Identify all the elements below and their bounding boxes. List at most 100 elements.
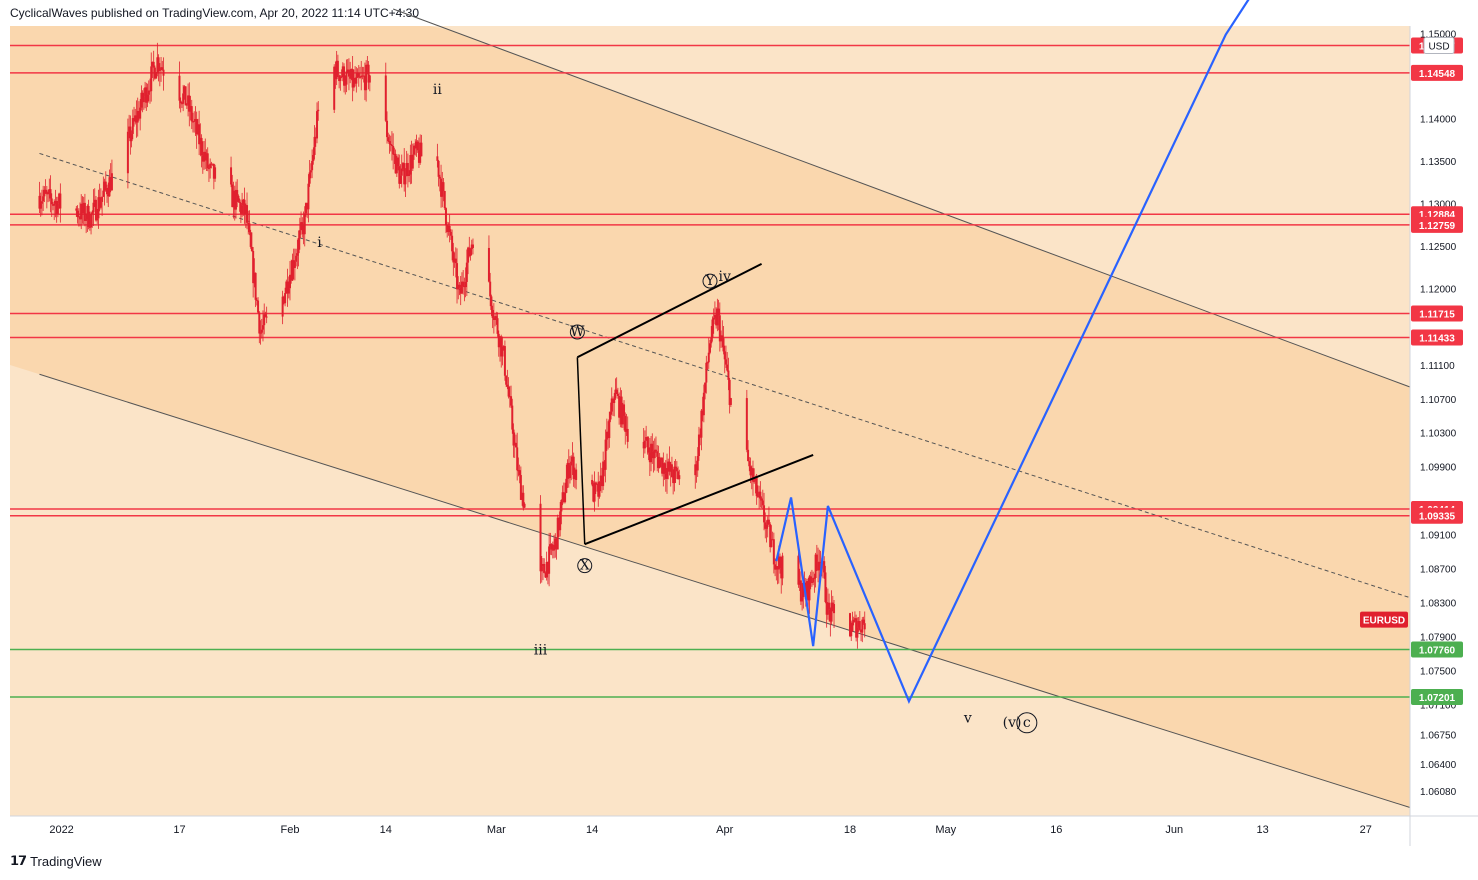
candle-body-281: [516, 447, 519, 471]
candle-body-222: [414, 145, 417, 149]
candle-body-396: [716, 308, 719, 326]
candle-body-322: [596, 483, 599, 485]
projection-path: [775, 0, 1250, 705]
candles-layer: [38, 42, 866, 649]
candle-body-268: [500, 336, 503, 357]
candle-body-101: [206, 153, 209, 169]
candle-body-147: [292, 260, 295, 268]
candle-body-209: [398, 166, 401, 184]
candle-body-19: [76, 210, 79, 218]
candle-body-240: [451, 235, 454, 252]
candle-body-266: [497, 333, 500, 348]
candle-body-34: [94, 199, 97, 221]
candle-body-307: [562, 492, 565, 503]
candle-body-56: [136, 110, 139, 123]
candle-body-359: [656, 451, 659, 457]
candle-body-323: [597, 483, 600, 497]
candle-body-31: [91, 212, 94, 214]
candle-body-273: [506, 384, 509, 387]
candle-body-221: [413, 145, 416, 155]
candle-body-265: [496, 318, 499, 334]
candle-body-274: [507, 386, 510, 397]
price-tag-1: 1.14548: [1419, 69, 1456, 80]
candle-body-59: [140, 92, 143, 108]
candle-body-248: [460, 281, 463, 294]
candle-body-211: [400, 168, 403, 176]
price-tag-7: 1.09335: [1419, 512, 1456, 523]
drawings-layer: [576, 0, 1250, 705]
candle-body-368: [667, 461, 670, 469]
channel-upper-line: [392, 8, 1411, 388]
candle-body-149: [295, 255, 298, 262]
time-axis[interactable]: 2022 17 Feb 14 Mar 14 Apr 18 May 16 Jun 13 27: [49, 824, 1372, 836]
candle-body-234: [443, 190, 446, 209]
candle-body-207: [395, 157, 398, 174]
candle-body-353: [648, 452, 651, 463]
candle-body-253: [467, 247, 470, 263]
candle-body-459: [823, 561, 826, 573]
candle-body-356: [652, 451, 655, 459]
candle-body-85: [187, 95, 190, 105]
candle-body-408: [745, 398, 748, 450]
candle-body-132: [259, 332, 262, 334]
candle-body-162: [311, 160, 314, 171]
candle-body-348: [642, 441, 645, 449]
candle-body-108: [230, 167, 233, 185]
x-tick-3: 14: [380, 824, 392, 836]
candle-body-110: [232, 190, 235, 208]
wave-label-1: ii: [433, 82, 442, 98]
candle-body-55: [135, 115, 138, 123]
candle-body-302: [556, 517, 559, 550]
candle-body-306: [561, 492, 564, 500]
candle-body-388: [706, 362, 709, 364]
candle-body-287: [523, 503, 526, 508]
candle-body-308: [564, 492, 567, 503]
candle-body-415: [754, 477, 757, 482]
candle-body-200: [387, 137, 390, 142]
candle-body-237: [447, 225, 450, 233]
candle-body-206: [394, 153, 397, 174]
candle-body-422: [763, 505, 766, 523]
candle-body-477: [860, 629, 863, 633]
candle-body-320: [593, 482, 596, 502]
channel-lower-line: [39, 373, 1411, 808]
brand-name: TradingView: [30, 853, 102, 869]
candle-body-264: [495, 316, 498, 319]
candle-body-319: [592, 484, 595, 502]
candle-body-392: [711, 319, 714, 338]
candle-body-8: [48, 189, 51, 192]
candle-body-305: [560, 499, 563, 512]
candle-body-379: [695, 464, 698, 471]
candle-body-262: [492, 317, 495, 320]
candle-body-7: [47, 191, 50, 195]
candle-body-227: [420, 142, 423, 157]
candle-body-144: [289, 274, 291, 289]
candle-body-199: [386, 120, 389, 138]
price-tag-9: 1.07201: [1419, 693, 1456, 704]
y-tick-9: 1.09900: [1420, 463, 1457, 474]
candle-body-282: [517, 470, 520, 472]
x-tick-8: May: [935, 824, 956, 836]
candle-body-313: [570, 461, 573, 466]
candle-body-23: [81, 203, 84, 214]
price-axis[interactable]: 1.15000 1.14000 1.13500 1.13000 1.12500 1.120…: [1420, 29, 1457, 798]
candle-body-90: [193, 120, 196, 122]
candle-body-256: [470, 244, 473, 250]
candle-body-465: [830, 602, 833, 622]
candle-body-169: [334, 66, 337, 80]
candle-body-445: [806, 581, 809, 600]
candle-body-127: [253, 272, 256, 284]
candle-body-20: [77, 216, 80, 218]
channel-mid-line: [39, 152, 1411, 599]
candle-body-226: [419, 142, 422, 163]
candle-body-13: [54, 201, 57, 204]
candle-body-83: [184, 86, 187, 106]
candle-body-479: [862, 619, 865, 624]
candle-body-340: [618, 395, 621, 418]
candle-body-401: [722, 338, 725, 352]
candle-body-289: [540, 566, 543, 572]
channel-layer: [10, 8, 1411, 808]
wave-label-2: iii: [534, 643, 548, 659]
